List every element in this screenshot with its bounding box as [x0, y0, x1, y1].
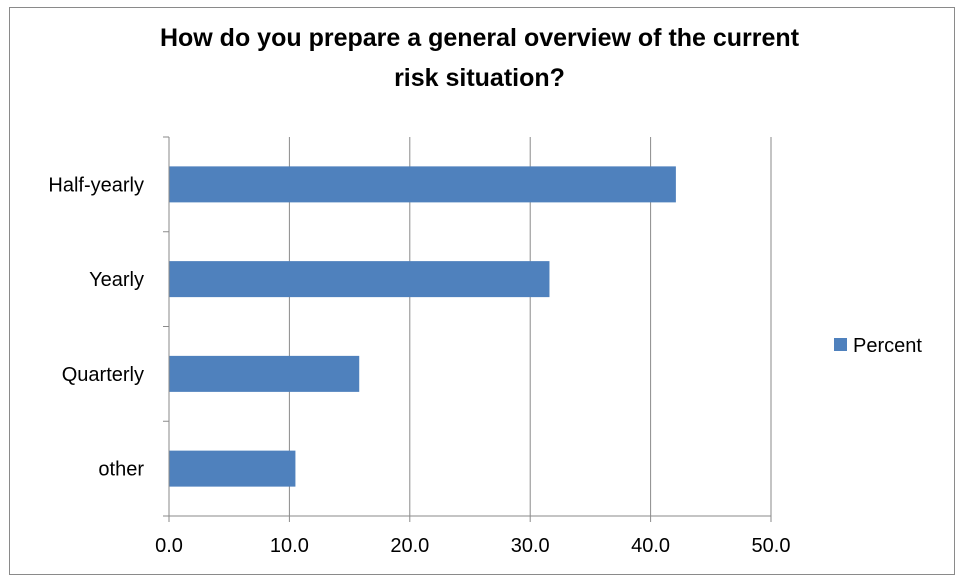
bar-other: [169, 450, 296, 487]
x-tick-label-2: 20.0: [390, 535, 429, 557]
chart-title-line-2: risk situation?: [394, 64, 565, 92]
y-tick-label-3: other: [98, 459, 144, 481]
bars: [169, 166, 676, 487]
legend: Percent: [834, 335, 922, 357]
axes: [163, 136, 772, 522]
bar-half-yearly: [169, 166, 676, 203]
chart-title-line-1: How do you prepare a general overview of…: [159, 24, 800, 52]
x-tick-label-3: 30.0: [511, 535, 550, 557]
x-tick-label-4: 40.0: [631, 535, 670, 557]
bar-yearly: [169, 261, 550, 298]
chart-title: How do you prepare a general overview of…: [0, 18, 959, 98]
bar-quarterly: [169, 355, 360, 392]
tick-labels: 0.0 10.0 20.0 30.0 40.0 50.0 Half-yearly Yearly…: [48, 174, 790, 557]
x-tick-label-1: 10.0: [270, 535, 309, 557]
y-tick-label-2: Quarterly: [62, 364, 144, 386]
y-tick-label-0: Half-yearly: [48, 174, 144, 196]
x-tick-label-5: 50.0: [752, 535, 791, 557]
legend-label-percent: Percent: [853, 335, 922, 357]
y-tick-label-1: Yearly: [89, 269, 144, 291]
legend-swatch-percent: [834, 338, 847, 351]
x-tick-label-0: 0.0: [155, 535, 183, 557]
